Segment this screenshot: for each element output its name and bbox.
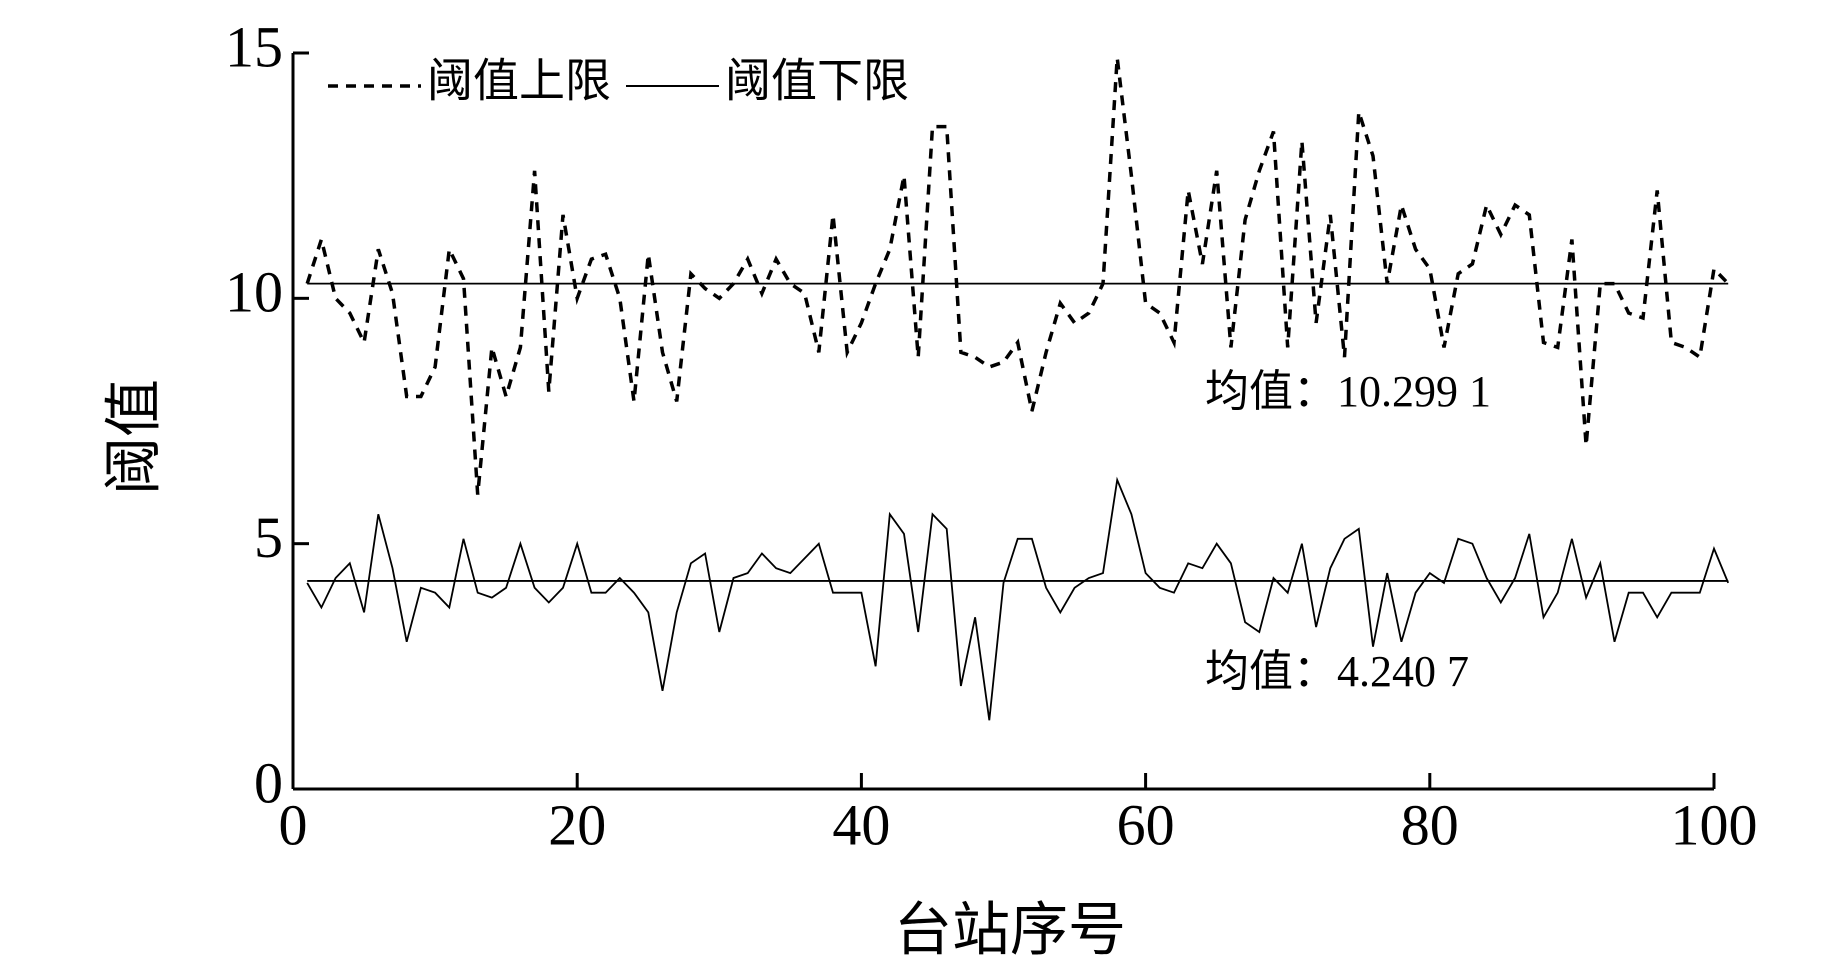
- x-tick-label: 100: [1671, 792, 1758, 857]
- y-tick-label: 5: [254, 505, 283, 570]
- x-tick-label: 80: [1401, 792, 1459, 857]
- x-tick-label: 0: [279, 792, 308, 857]
- y-tick-label: 15: [225, 14, 283, 79]
- x-tick-label: 40: [832, 792, 890, 857]
- x-tick-label: 20: [548, 792, 606, 857]
- legend-label: 阈值下限: [725, 56, 909, 107]
- y-tick-label: 10: [225, 260, 283, 325]
- y-tick-label: 0: [254, 750, 283, 815]
- y-axis-label: 阈值: [101, 379, 166, 495]
- series-line: [306, 476, 1730, 721]
- x-axis-label: 台站序号: [894, 897, 1126, 962]
- annotation: 均值：10.299 1: [1205, 367, 1491, 416]
- x-tick-label: 60: [1117, 792, 1175, 857]
- annotation: 均值：4.240 7: [1205, 647, 1469, 696]
- legend-label: 阈值上限: [427, 56, 611, 107]
- series-line: [305, 57, 1730, 495]
